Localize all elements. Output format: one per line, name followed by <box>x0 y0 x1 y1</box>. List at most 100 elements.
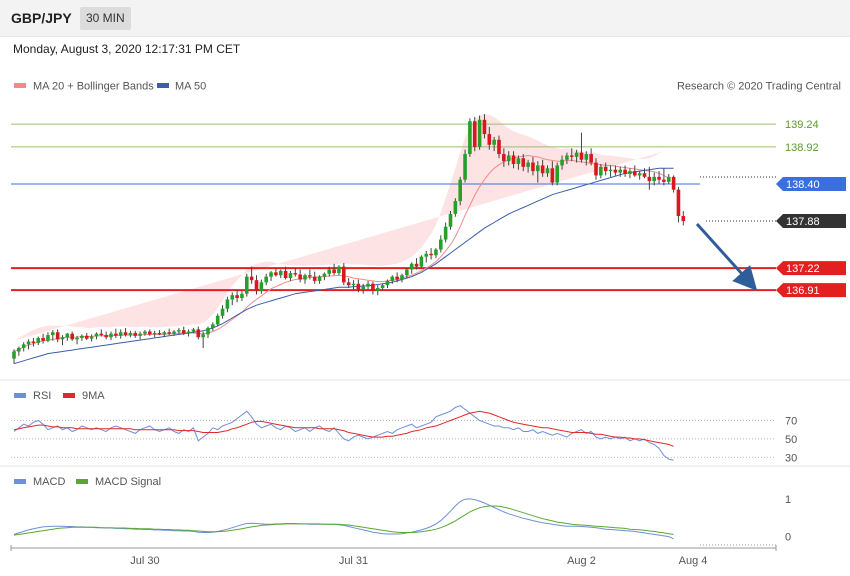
candle <box>579 152 584 160</box>
candle <box>201 334 205 338</box>
candle <box>303 275 307 280</box>
candle <box>506 155 511 162</box>
candle <box>385 280 390 286</box>
candle <box>681 216 686 222</box>
candle <box>51 332 55 336</box>
candle <box>36 337 41 343</box>
legend-macd-label: MACD <box>33 476 65 488</box>
candle <box>647 176 652 182</box>
candle <box>434 249 438 256</box>
candle <box>482 119 487 135</box>
candle <box>94 333 99 337</box>
candle <box>148 331 152 335</box>
candle <box>414 263 419 267</box>
candle <box>468 121 472 155</box>
candle <box>312 276 317 281</box>
candle <box>283 270 288 279</box>
candle <box>191 329 196 332</box>
forecast-arrow <box>695 223 758 291</box>
candle <box>240 293 244 299</box>
candle <box>264 276 268 283</box>
candle <box>104 335 108 338</box>
ma50-line <box>13 167 674 365</box>
candle <box>114 333 118 336</box>
timeframe-button[interactable]: 30 MIN <box>80 7 131 30</box>
candle <box>594 162 598 176</box>
candle <box>186 331 191 333</box>
candle <box>17 347 21 352</box>
candle <box>463 154 467 180</box>
x-tick-label: Jul 30 <box>130 555 159 567</box>
candle <box>409 263 414 270</box>
candle <box>26 341 31 345</box>
x-tick-label: Aug 2 <box>567 555 596 567</box>
candle <box>89 336 94 339</box>
candle <box>172 331 176 334</box>
rsi-ma-line <box>13 410 674 447</box>
candle <box>516 158 521 165</box>
candle <box>628 171 632 174</box>
candle <box>278 270 283 276</box>
candle <box>138 333 142 336</box>
candle <box>637 173 642 176</box>
candle <box>477 119 482 147</box>
symbol-title: GBP/JPY <box>11 10 72 26</box>
candle <box>317 276 322 281</box>
candle <box>133 332 138 336</box>
candle <box>657 176 661 180</box>
candle <box>55 332 60 340</box>
candle <box>143 331 147 334</box>
candle <box>245 276 249 294</box>
candle <box>472 121 477 147</box>
candle <box>618 169 623 173</box>
legend-macd-signal-label: MACD Signal <box>95 476 161 488</box>
candle <box>269 272 273 277</box>
candle <box>526 162 530 167</box>
level-label: 137.88 <box>786 216 820 228</box>
candle <box>342 266 346 283</box>
candle <box>390 276 395 281</box>
legend-ma20-label: MA 20 + Bollinger Bands <box>33 81 154 93</box>
candle <box>167 332 171 334</box>
macd-panel: 10 <box>13 494 791 546</box>
rsi-tick-label: 70 <box>785 415 797 427</box>
candle <box>157 332 162 335</box>
candle <box>118 332 123 336</box>
credit-text: Research © 2020 Trading Central <box>677 81 841 93</box>
candle <box>405 269 409 276</box>
legend-ma50-label: MA 50 <box>175 81 206 93</box>
level-tag <box>776 283 846 298</box>
candle <box>589 154 593 163</box>
candle <box>337 266 341 274</box>
candle <box>531 162 535 172</box>
candle <box>351 283 356 286</box>
level-label: 138.40 <box>786 179 820 191</box>
rsi-tick-label: 50 <box>785 434 797 446</box>
price-panel: 139.24 138.92 138.40 137.88 137.22 136.91 <box>11 114 846 365</box>
candle <box>225 299 230 309</box>
candle <box>545 168 550 174</box>
candle <box>536 165 540 172</box>
rsi-panel: 70 50 30 <box>11 405 797 464</box>
candle <box>395 276 399 280</box>
x-tick-label: Aug 4 <box>679 555 708 567</box>
candle <box>60 337 65 340</box>
legend-rsi-ma-swatch <box>63 393 75 398</box>
candle <box>211 324 215 328</box>
candle <box>249 276 254 281</box>
candle <box>511 155 516 165</box>
candle <box>662 179 666 182</box>
candle <box>308 275 312 277</box>
level-label: 138.92 <box>785 142 819 154</box>
candle <box>298 274 302 280</box>
candle <box>288 273 293 279</box>
candle <box>429 253 433 256</box>
candle <box>652 176 656 182</box>
candle <box>215 315 220 325</box>
candle <box>75 337 79 340</box>
candle <box>599 166 603 176</box>
candle <box>458 179 462 202</box>
candle <box>293 273 298 275</box>
rsi-tick-label: 30 <box>785 452 797 464</box>
